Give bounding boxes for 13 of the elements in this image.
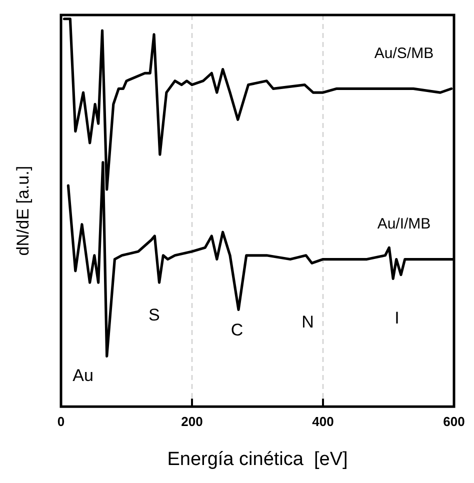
annotation: C <box>230 320 244 340</box>
annotation: S <box>148 305 160 324</box>
y-axis-title: dN/dE [a.u.] <box>14 166 33 256</box>
x-tick-label: 600 <box>443 414 465 429</box>
x-tick-label: 200 <box>181 414 203 429</box>
series-label: Au/S/MB <box>374 44 434 62</box>
annotation: N <box>302 312 314 332</box>
annotation: Au <box>72 366 94 386</box>
x-tick-label: 0 <box>57 414 65 429</box>
annotation: I <box>394 308 400 328</box>
x-axis-title: Energía cinética [eV] <box>167 448 348 470</box>
x-tick-label: 400 <box>312 414 334 429</box>
series-label: Au/I/MB <box>377 215 431 232</box>
